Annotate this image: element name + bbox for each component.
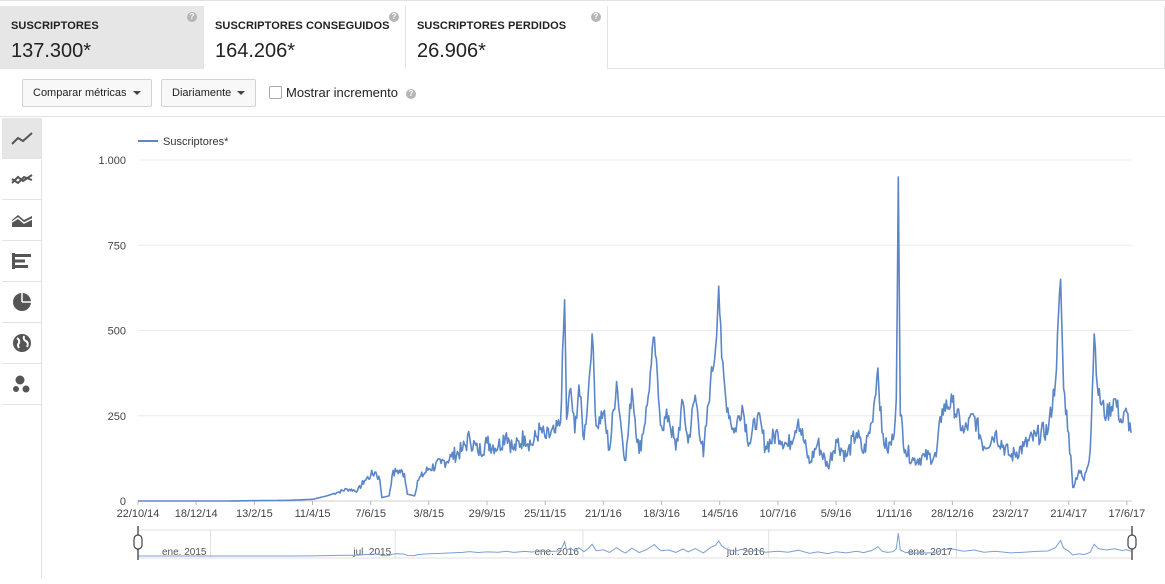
multi-line-chart-button[interactable] [2,159,42,200]
help-icon[interactable]: ? [406,89,416,99]
metric-tab-empty [608,6,1165,69]
x-tick-label: 23/2/17 [992,508,1029,520]
chart-type-selector [2,118,42,578]
metric-tab-subscribers-gained[interactable]: SUSCRIPTORES CONSEGUIDOS 164.206* ? [204,6,406,69]
x-tick-label: 10/7/16 [760,508,797,520]
y-tick-label: 250 [108,411,126,423]
x-tick-label: 14/5/16 [701,508,738,520]
pie-chart-button[interactable] [2,282,42,323]
metric-label: SUSCRIPTORES PERDIDOS [417,20,567,32]
chart-toolbar: Comparar métricas Diariamente Mostrar in… [0,69,1165,117]
multi-line-chart-icon [11,174,33,185]
metric-value: 164.206* [215,40,296,62]
help-icon[interactable]: ? [187,12,197,22]
line-chart-button[interactable] [2,118,42,159]
legend-label: Suscriptores* [163,136,229,148]
metric-tab-subscribers-lost[interactable]: SUSCRIPTORES PERDIDOS 26.906* ? [406,6,608,69]
show-increment-label[interactable]: Mostrar incremento [286,85,398,100]
bubble-chart-icon [13,375,30,393]
navigator-series-line [138,533,1132,557]
help-icon[interactable]: ? [389,12,399,22]
caret-down-icon [132,91,141,96]
caret-down-icon [237,91,246,96]
navigator-label: ene. 2016 [534,547,579,558]
x-tick-label: 22/10/14 [117,508,160,520]
area-chart-button[interactable] [2,200,42,241]
x-tick-label: 13/2/15 [236,508,273,520]
metric-value: 26.906* [417,40,486,62]
x-tick-label: 29/9/15 [469,508,506,520]
y-tick-label: 1.000 [98,155,126,167]
subscribers-chart: 0 250 500 750 1.000 22/10/14 18/12/14 13/2/15 11… [44,120,1165,579]
x-tick-label: 18/12/14 [175,508,218,520]
y-tick-label: 0 [120,496,126,508]
compare-metrics-label: Comparar métricas [33,87,127,99]
x-tick-label: 11/4/15 [295,508,331,520]
x-tick-label: 25/11/15 [524,508,566,520]
bar-chart-icon [12,253,31,269]
x-tick-label: 7/6/15 [355,508,386,520]
navigator-label: jul. 2015 [352,547,391,558]
x-tick-label: 17/6/17 [1109,508,1146,520]
navigator-label: jul. 2016 [726,547,765,558]
x-tick-label: 18/3/16 [643,508,680,520]
bubble-chart-button[interactable] [2,364,42,405]
globe-map-icon [13,334,31,352]
navigator-label: ene. 2015 [162,547,207,558]
navigator-handle-left-grip [133,534,143,550]
interval-label: Diariamente [172,87,232,99]
line-chart-icon [11,132,33,145]
metric-value: 137.300* [11,40,92,62]
x-tick-label: 21/1/16 [585,508,622,520]
bar-chart-button[interactable] [2,241,42,282]
map-chart-button[interactable] [2,323,42,364]
metric-tab-subscribers[interactable]: SUSCRIPTORES 137.300* ? [0,6,204,69]
x-tick-label: 3/8/15 [414,508,445,520]
pie-chart-icon [13,293,31,311]
x-tick-label: 21/4/17 [1050,508,1087,520]
metric-label: SUSCRIPTORES CONSEGUIDOS [215,20,390,32]
navigator-frame [137,529,1133,559]
y-tick-label: 500 [108,326,126,338]
x-tick-label: 1/11/16 [876,508,912,520]
area-chart-icon [11,215,33,227]
metric-label: SUSCRIPTORES [11,20,99,32]
y-tick-label: 750 [108,240,126,252]
navigator-handle-right-grip [1127,534,1137,550]
metric-tabs: SUSCRIPTORES 137.300* ? SUSCRIPTORES CON… [0,0,1165,69]
x-tick-label: 5/9/16 [821,508,852,520]
help-icon[interactable]: ? [591,12,601,22]
series-line-subscribers [138,176,1132,502]
line-chart: 0 250 500 750 1.000 22/10/14 18/12/14 13/2/15 11… [98,136,1146,560]
interval-dropdown[interactable]: Diariamente [161,79,257,107]
compare-metrics-dropdown[interactable]: Comparar métricas [22,79,152,107]
show-increment-checkbox[interactable] [269,86,282,99]
x-tick-label: 28/12/16 [931,508,974,520]
